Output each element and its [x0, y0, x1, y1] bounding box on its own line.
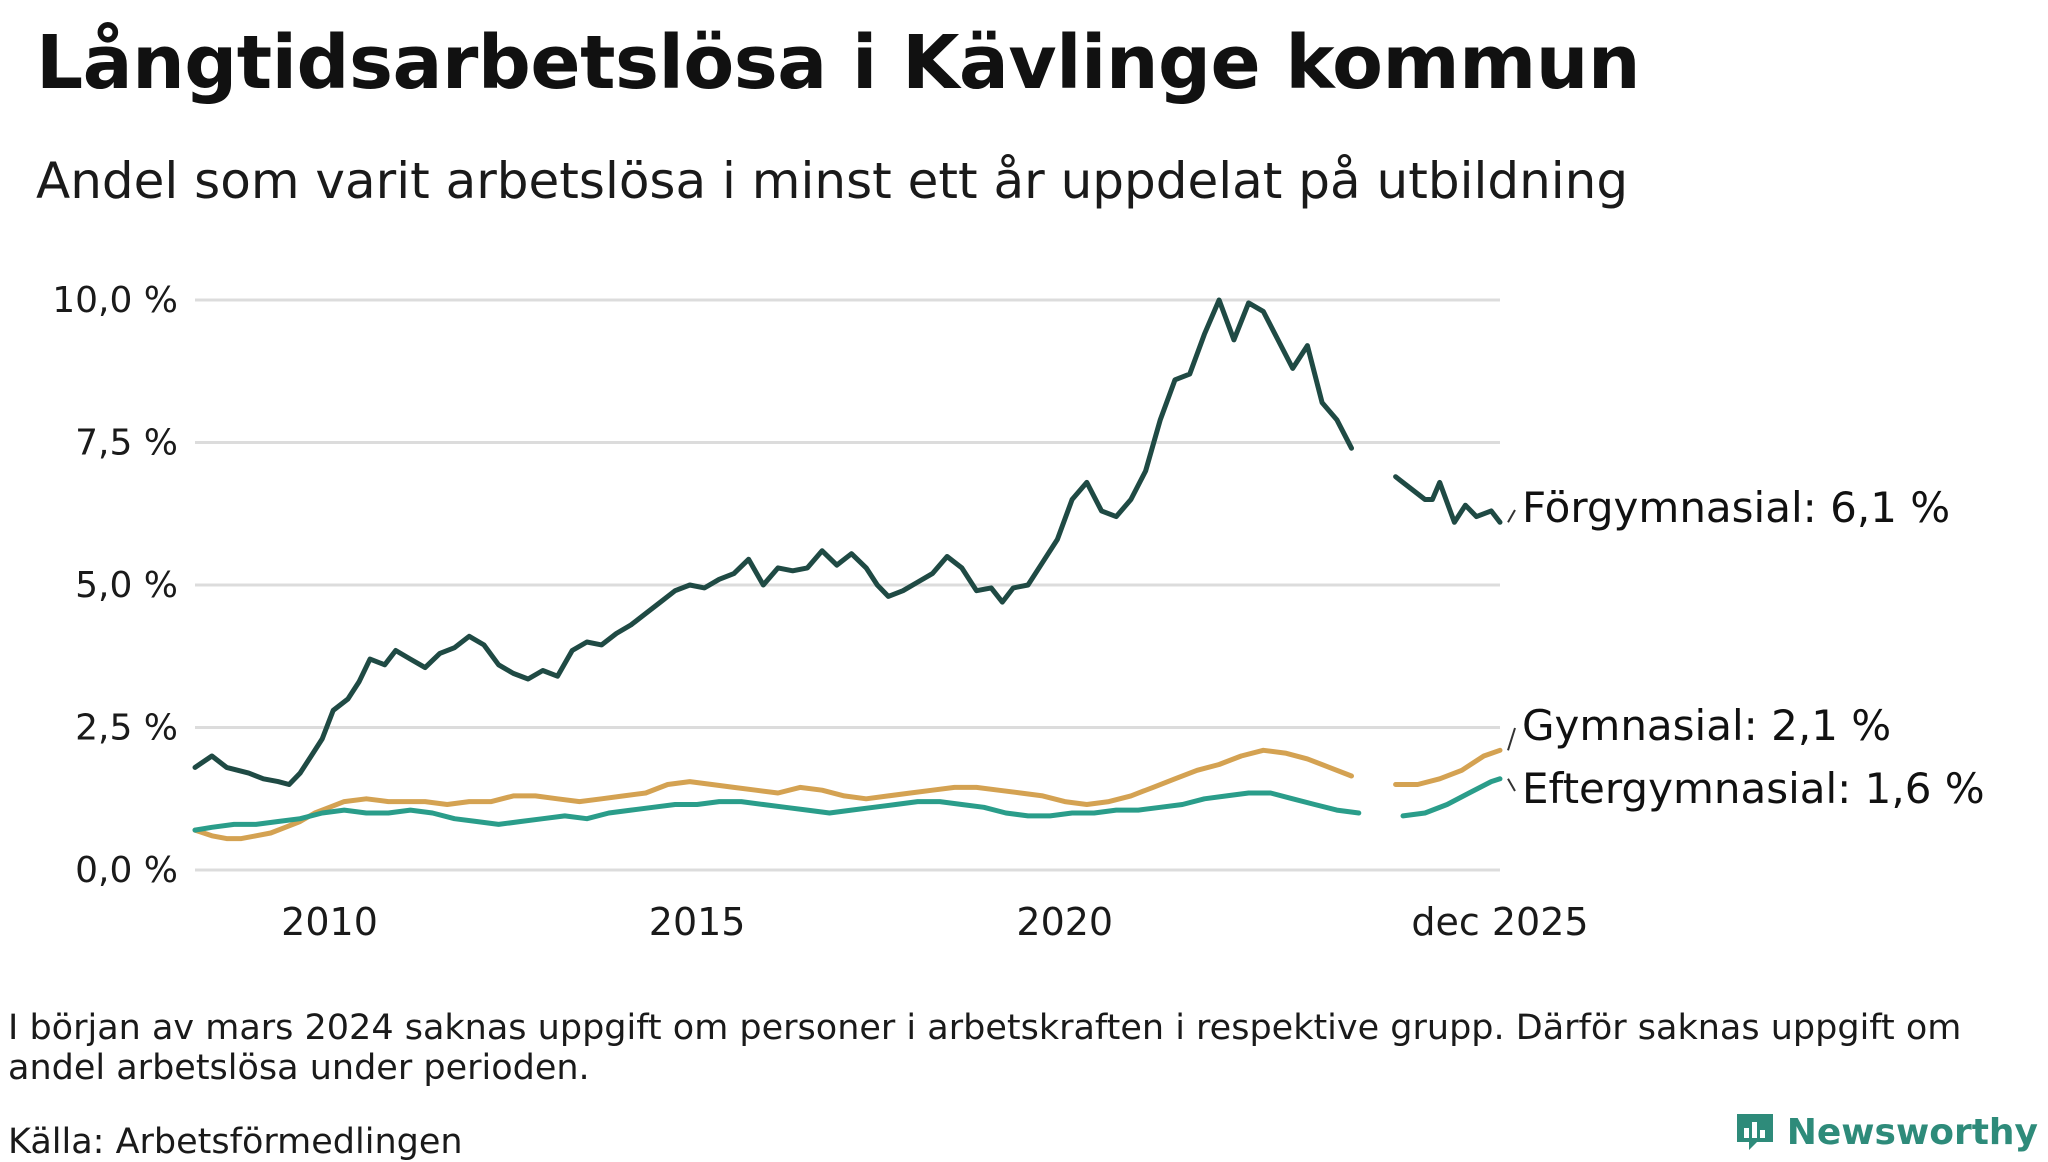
series-line-eftergymnasial [192, 790, 1362, 833]
x-tick-label: 2015 [649, 900, 746, 944]
series-label-förgymnasial: Förgymnasial: 6,1 % [1522, 483, 1950, 532]
y-tick-label: 2,5 % [75, 708, 178, 749]
series-line-gymnasial [192, 747, 1354, 842]
y-tick-label: 5,0 % [75, 565, 178, 606]
series-line-förgymnasial [1393, 474, 1503, 525]
series-line-förgymnasial [192, 297, 1354, 787]
y-tick-label: 0,0 % [75, 850, 178, 891]
x-axis: 2010 2015 2020 dec 2025 [281, 900, 1588, 944]
series-line-eftergymnasial [1400, 776, 1503, 819]
label-connector [1507, 727, 1516, 751]
chart-subtitle: Andel som varit arbetslösa i minst ett å… [36, 152, 1629, 210]
y-tick-label: 7,5 % [75, 423, 178, 464]
gridlines [195, 298, 1500, 872]
x-tick-label: dec 2025 [1411, 900, 1588, 944]
y-tick-label: 10,0 % [52, 280, 178, 321]
y-axis: 0,0 % 2,5 % 5,0 % 7,5 % 10,0 % [52, 280, 178, 891]
series-line-gymnasial [1393, 747, 1503, 787]
series-labels: Förgymnasial: 6,1 % Gymnasial: 2,1 % Efter… [1507, 483, 1985, 813]
brand-name: Newsworthy [1786, 1111, 2038, 1153]
series-lines [192, 297, 1503, 842]
x-tick-label: 2010 [281, 900, 378, 944]
brand[interactable]: Newsworthy [1733, 1110, 2038, 1154]
label-connector [1507, 778, 1516, 792]
footnote: I början av mars 2024 saknas uppgift om … [8, 1008, 1962, 1088]
series-label-eftergymnasial: Eftergymnasial: 1,6 % [1522, 764, 1985, 813]
newsworthy-logo-icon [1736, 1114, 1773, 1150]
source-note: Källa: Arbetsförmedlingen [8, 1122, 463, 1162]
label-connector [1507, 509, 1516, 523]
x-tick-label: 2020 [1016, 900, 1113, 944]
chart-title: Långtidsarbetslösa i Kävlinge kommun [36, 20, 1641, 106]
series-label-gymnasial: Gymnasial: 2,1 % [1522, 701, 1891, 750]
